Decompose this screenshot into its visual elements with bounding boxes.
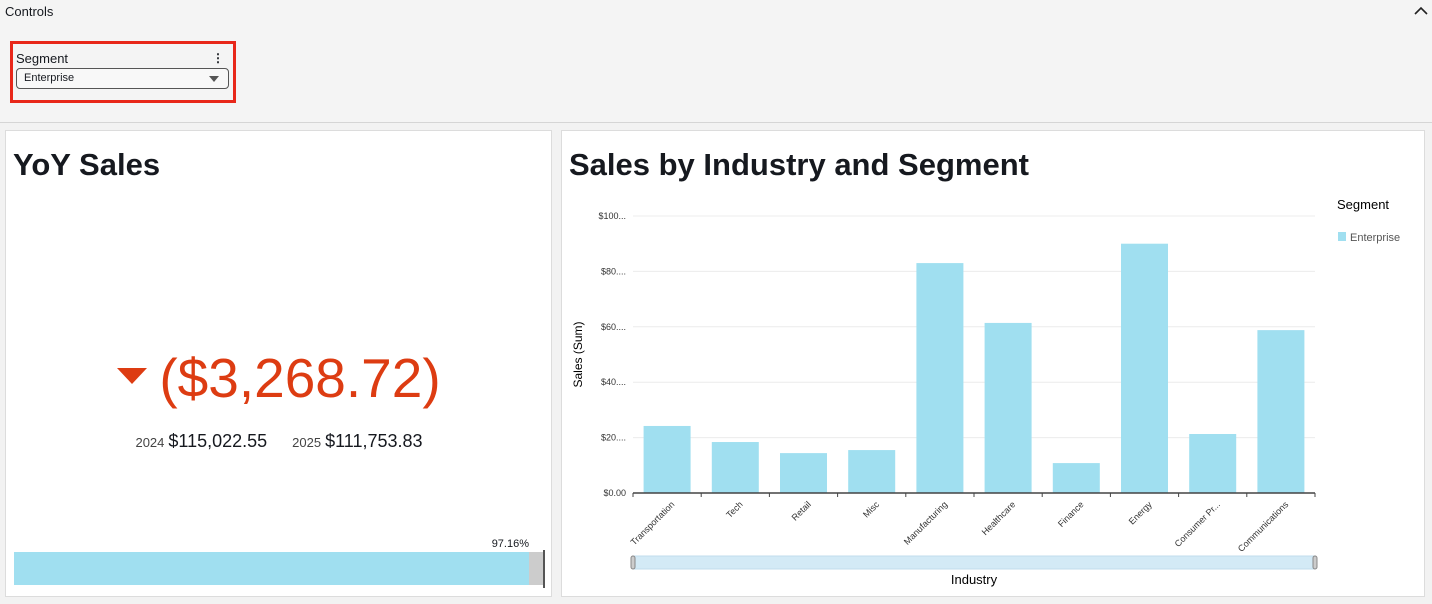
y-tick-label: $60.... — [601, 322, 626, 332]
bar — [711, 442, 759, 493]
x-tick-label: Manufacturing — [902, 499, 949, 546]
bar — [1189, 433, 1237, 493]
y-tick-label: $0.00 — [603, 488, 626, 498]
x-tick-label: Retail — [790, 499, 813, 522]
x-tick-label: Communications — [1236, 499, 1291, 554]
card-title: YoY Sales — [13, 147, 161, 182]
x-tick-label: Tech — [724, 499, 745, 520]
down-triangle-icon — [117, 368, 148, 385]
curr-year: 2025 — [292, 435, 322, 450]
x-tick-label: Consumer Pr... — [1173, 499, 1223, 549]
bar — [916, 263, 964, 493]
horizontal-scrollbar[interactable] — [632, 555, 1316, 570]
x-tick-label: Energy — [1127, 499, 1155, 527]
kpi-delta: ($3,268.72) — [6, 346, 552, 410]
chevron-down-icon — [209, 76, 219, 82]
x-tick-label: Transportation — [629, 499, 677, 547]
bar — [1257, 330, 1305, 493]
progress-label: 97.16% — [491, 538, 529, 550]
sales-by-industry-card: Sales by Industry and Segment $0.00 $20..… — [561, 130, 1425, 597]
legend-swatch — [1338, 232, 1346, 241]
bar-chart: $0.00 $20.... $40.... $60.... $80.... $100...… — [571, 197, 1400, 587]
more-options-icon[interactable]: ⋮ — [212, 51, 224, 65]
legend-title: Segment — [1337, 197, 1389, 212]
controls-panel: Controls Segment ⋮ Enterprise — [0, 0, 1432, 123]
y-tick-label: $80.... — [601, 266, 626, 276]
x-tick-label: Healthcare — [980, 499, 1018, 537]
segment-label: Segment — [16, 51, 69, 66]
bar — [1052, 463, 1100, 493]
progress-fill — [14, 552, 529, 585]
prev-year: 2024 — [135, 435, 165, 450]
y-tick-label: $100... — [598, 211, 626, 221]
chevron-up-icon[interactable] — [1412, 2, 1430, 20]
legend-item-enterprise[interactable]: Enterprise — [1350, 232, 1400, 244]
x-axis-title: Industry — [951, 572, 998, 587]
bar — [1121, 243, 1168, 493]
curr-value: $111,753.83 — [325, 431, 423, 451]
segment-control: Segment ⋮ Enterprise — [10, 41, 236, 103]
scrollbar-handle[interactable] — [630, 555, 636, 570]
bar — [984, 322, 1032, 493]
progress-target-marker — [543, 550, 545, 588]
kpi-comparison: 2024 $115,022.55 2025 $111,753.83 — [6, 430, 552, 454]
bar — [643, 425, 691, 493]
card-title: Sales by Industry and Segment — [569, 147, 1029, 182]
segment-dropdown[interactable]: Enterprise — [16, 68, 229, 89]
scrollbar-handle[interactable] — [1312, 555, 1318, 570]
kpi-delta-value: ($3,268.72) — [159, 347, 441, 409]
controls-title: Controls — [5, 4, 54, 19]
y-tick-label: $20.... — [601, 433, 626, 443]
y-tick-label: $40.... — [601, 377, 626, 387]
bar — [848, 450, 896, 493]
segment-selected-value: Enterprise — [24, 72, 75, 84]
x-tick-label: Misc — [861, 499, 882, 520]
prev-value: $115,022.55 — [168, 431, 268, 451]
bar — [780, 453, 827, 493]
progress-bar — [14, 552, 544, 585]
yoy-sales-card: YoY Sales ($3,268.72) 2024 $115,022.55 20… — [5, 130, 552, 597]
y-axis-title: Sales (Sum) — [571, 321, 585, 387]
x-tick-label: Finance — [1056, 499, 1086, 529]
